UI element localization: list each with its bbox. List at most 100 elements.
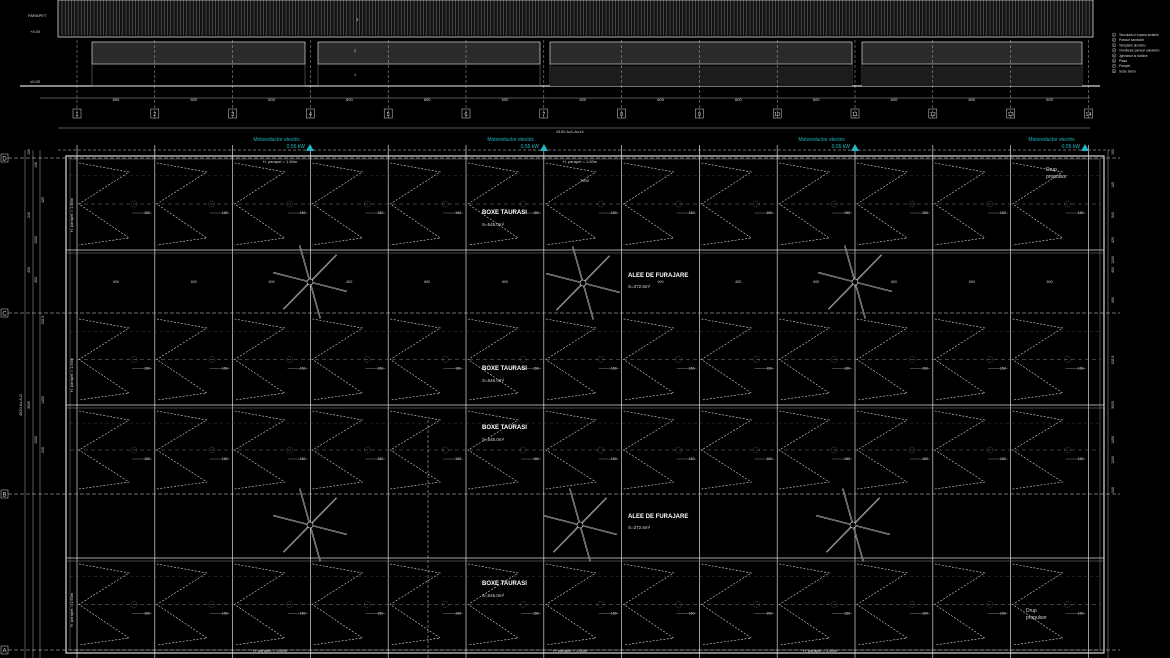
stall-dimension: 150 [455,457,461,461]
stall-dimension: 150 [455,211,461,215]
axis-label-D: D [2,157,7,163]
stall-dimension: 150 [611,367,617,371]
bay-dimension: 600 [1047,280,1053,284]
fan-hub [576,521,584,529]
fan-blade-inner [309,281,321,319]
axis-bubble [1006,108,1015,119]
stall-divider [778,162,831,246]
stall-zone-title: BOXE TAURASI [482,210,527,216]
fan-blade-inner [852,524,890,535]
legend-item: Tencuiala si vopsea lavabila [1119,33,1159,37]
side-dimension: 1200 [1111,256,1115,264]
stall-divider [778,318,831,401]
internal-dim: 7500 [580,178,590,183]
axis-bubble [383,108,393,119]
stall-dimension: 150 [377,367,383,371]
bay-dimension: 600 [113,280,119,284]
drinker-symbol [208,200,216,208]
bay-dimension: 600 [735,97,742,102]
axis-bubble [0,153,9,163]
stall-dimension: 150 [1000,612,1006,616]
drinker-symbol [1064,601,1071,608]
side-dimension: 1450 [41,396,45,404]
level-ground: ±0.00 [30,79,41,84]
stall-dimension: 150 [1000,367,1006,371]
stall-dimension: 150 [922,211,928,215]
parapet-label: H. parapet = 1.60m [263,159,298,164]
stall-divider [311,410,364,490]
side-dimension: 400 [34,277,38,283]
stall-divider [623,410,675,490]
drinker-symbol [675,356,682,363]
fan-blade-inner [579,524,617,535]
stall-divider [78,162,130,246]
fan-blade-inner [582,282,620,293]
stall-dimension: 150 [689,367,695,371]
fan-blade-inner [569,488,581,526]
textured-plinth [550,66,852,86]
bay-dimension: 600 [813,280,819,284]
fan-blade-inner [844,245,856,283]
stall-dimension: 150 [144,367,150,371]
drinker-symbol [753,601,760,608]
fan-hub [306,278,314,286]
drinker-symbol [286,200,293,208]
side-dimension: 240 [41,447,45,453]
legend-item: Plasa [1119,59,1127,63]
fan-mixer-icon [543,488,617,562]
fan-blade-inner [309,281,347,292]
window-callout: 2 [354,48,357,53]
stall-dimension: 150 [844,367,850,371]
axis-label-14: 14 [1085,112,1091,118]
stall-zone-area: S=546.0m² [482,593,505,598]
axis-bubble [0,645,9,655]
stall-divider [623,162,675,246]
stall-divider [545,162,597,246]
axis-label-12: 12 [930,112,936,118]
drinker-symbol [1064,446,1071,454]
motor-triangle-icon [306,144,314,151]
stall-zone-title: BOXE TAURASI [482,366,527,372]
fan-blade-inner [309,524,321,562]
stall-divider [467,318,519,401]
side-dimension: 1200 [34,236,38,244]
drinker-symbol [986,446,993,454]
stall-zone-title: BOXE TAURASI [482,425,527,431]
side-dimension: 420 [1111,237,1115,243]
stall-divider [467,563,519,646]
side-dimension: 1200 [34,436,38,444]
axis-label-1: 1 [75,112,78,118]
overall-width-dim: 4920 Ax A-D [18,394,23,416]
stall-dimension: 150 [533,457,539,461]
stall-divider [778,410,831,490]
stall-dimension: 150 [1078,457,1084,461]
legend-item: Parapet [1119,64,1130,68]
elevation-view: 1 Tencuiala si vopsea lavabila 2 Panouri sa… [20,0,1160,129]
wall-callout: 1 [354,72,357,77]
fan-blade-inner [309,254,337,283]
stall-dimension: 150 [222,211,228,215]
stall-dimension: 150 [300,457,306,461]
inner-outline [69,158,1101,651]
drinker-symbol [442,601,449,608]
side-dimension: 400 [1111,267,1115,273]
side-dimension: 420 [41,197,45,203]
stall-dimension: 150 [766,211,772,215]
stall-dimension: 150 [455,612,461,616]
axis-label-8: 8 [620,112,623,118]
drinker-symbol [208,356,216,363]
motor-triangle-icon [851,144,859,151]
fan-blade-inner [309,524,347,535]
wall-panel [91,63,306,87]
stall-divider [700,563,753,646]
bay-dimension: 600 [657,97,664,102]
drive-label: propulsor [1026,615,1047,621]
stall-divider [156,162,208,246]
legend-number: 3 [1113,43,1115,47]
fan-blade-inner [273,515,311,526]
stall-dimension: 150 [222,457,228,461]
bay-dimension: 600 [346,97,353,102]
fan-hub [579,279,587,287]
stall-divider [78,563,130,646]
